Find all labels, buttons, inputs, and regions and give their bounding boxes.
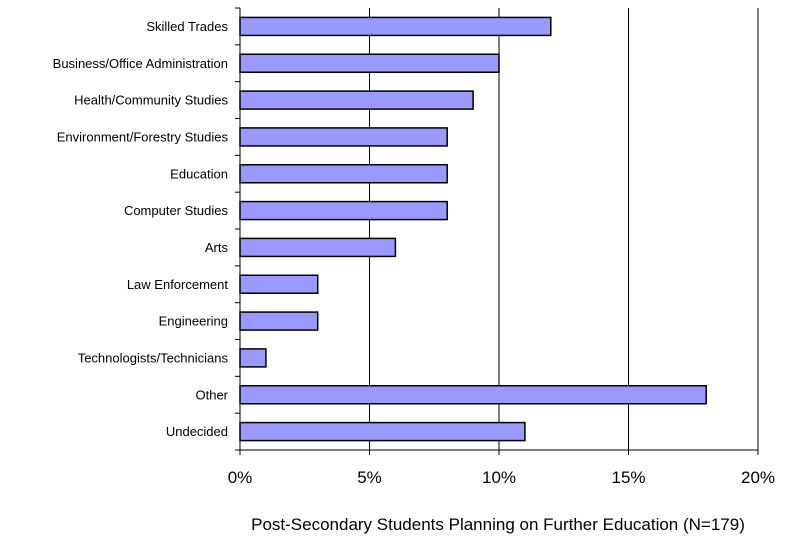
bar-law-enforcement bbox=[239, 274, 319, 294]
bar-business-office-administration bbox=[239, 53, 500, 73]
bar-other bbox=[239, 385, 707, 405]
category-labels: Skilled Trades Business/Office Administra… bbox=[53, 19, 229, 439]
x-tick-labels: 0% 5% 10% 15% 20% bbox=[228, 468, 775, 487]
category-label: Other bbox=[195, 387, 228, 402]
category-label: Undecided bbox=[166, 424, 228, 439]
bar-health-community-studies bbox=[239, 90, 474, 110]
x-tick-label: 10% bbox=[482, 468, 516, 487]
category-label: Skilled Trades bbox=[146, 19, 228, 34]
bar-engineering bbox=[239, 311, 319, 331]
x-tick-label: 0% bbox=[228, 468, 253, 487]
bar-arts bbox=[239, 237, 397, 258]
category-label: Law Enforcement bbox=[127, 277, 229, 292]
category-label: Arts bbox=[205, 240, 229, 255]
category-label: Business/Office Administration bbox=[53, 56, 228, 71]
category-label: Computer Studies bbox=[124, 203, 229, 218]
category-label: Education bbox=[170, 166, 228, 181]
x-tick-label: 15% bbox=[611, 468, 645, 487]
category-label: Health/Community Studies bbox=[74, 93, 228, 108]
bars bbox=[239, 16, 707, 442]
bar-computer-studies bbox=[239, 200, 448, 221]
bar-skilled-trades bbox=[239, 16, 552, 37]
bar-technologists-technicians bbox=[239, 348, 267, 368]
category-label: Environment/Forestry Studies bbox=[57, 129, 229, 144]
bar-environment-forestry-studies bbox=[239, 127, 448, 147]
category-label: Technologists/Technicians bbox=[78, 350, 229, 365]
gridlines bbox=[369, 8, 759, 450]
x-tick-label: 5% bbox=[357, 468, 382, 487]
x-tick-label: 20% bbox=[741, 468, 775, 487]
bar-undecided bbox=[239, 421, 526, 442]
bar-education bbox=[239, 164, 448, 184]
category-label: Engineering bbox=[159, 314, 228, 329]
x-axis-title: Post-Secondary Students Planning on Furt… bbox=[251, 515, 745, 534]
axes bbox=[235, 7, 759, 455]
